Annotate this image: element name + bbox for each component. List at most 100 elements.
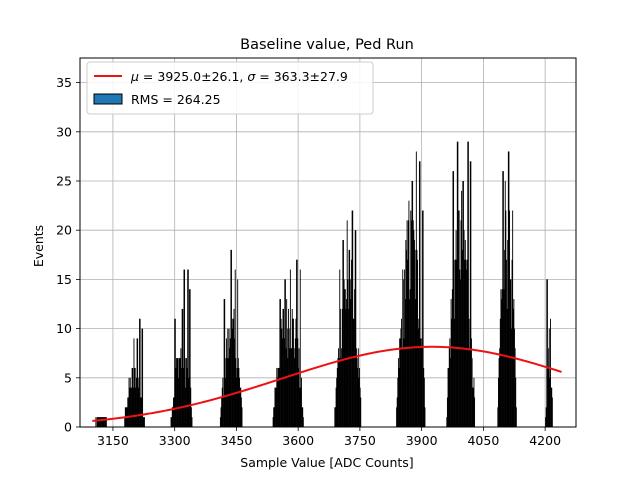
histogram-bar <box>349 279 351 427</box>
histogram-bar <box>297 338 299 427</box>
histogram-bar <box>132 387 134 427</box>
y-tick-label: 10 <box>56 321 72 336</box>
histogram-bar <box>411 181 413 427</box>
histogram-bar <box>178 358 180 427</box>
histogram-bar <box>140 397 142 427</box>
histogram-bar <box>229 348 231 427</box>
histogram-bar <box>515 377 517 427</box>
histogram-bar <box>508 151 510 428</box>
histogram-bar <box>346 220 348 427</box>
histogram-bar <box>286 299 288 427</box>
histogram-bar <box>399 338 401 427</box>
histogram-bar <box>275 387 277 427</box>
histogram-bar <box>334 407 336 427</box>
histogram-bar <box>190 407 192 427</box>
histogram-bar <box>422 210 423 427</box>
histogram-bar <box>504 181 506 427</box>
histogram-bar <box>174 318 176 427</box>
histogram-bar <box>336 377 338 427</box>
y-tick-label: 20 <box>56 223 72 238</box>
histogram-bar <box>550 387 552 427</box>
histogram-bar <box>501 299 502 427</box>
histogram-bar <box>182 308 184 427</box>
histogram-bar <box>281 338 283 427</box>
histogram-bar <box>135 377 137 427</box>
histogram-bar <box>238 367 240 427</box>
histogram-bar <box>273 407 275 427</box>
histogram-bar <box>272 417 274 427</box>
histogram-bar <box>340 358 342 427</box>
histogram-bar <box>241 407 243 427</box>
histogram-bar <box>104 417 105 427</box>
histogram-bar <box>471 338 472 427</box>
x-tick-label: 3150 <box>97 433 129 448</box>
histogram-bar <box>358 377 360 427</box>
histogram-bar <box>100 417 102 427</box>
histogram-bar <box>399 338 401 427</box>
histogram-bar <box>97 417 99 427</box>
histogram-bar <box>227 358 229 427</box>
x-tick-label: 4050 <box>467 433 499 448</box>
histogram-bar <box>466 259 468 427</box>
histogram-bar <box>409 299 410 427</box>
histogram-bar <box>344 289 346 427</box>
legend-mu-symbol: μ <box>130 69 139 84</box>
histogram-bar <box>548 328 550 427</box>
histogram-bar <box>338 358 340 427</box>
histogram-bar <box>232 318 234 427</box>
histogram-bar <box>291 308 293 427</box>
histogram-bar <box>296 259 298 427</box>
histogram-bar <box>510 328 512 427</box>
histogram-bar <box>498 358 500 427</box>
y-tick-label: 5 <box>64 370 72 385</box>
histogram-bar <box>354 230 356 427</box>
histogram-bar <box>288 308 289 427</box>
histogram-bar <box>223 299 225 427</box>
histogram-bar <box>339 269 341 427</box>
histogram-bar <box>294 358 296 427</box>
x-tick-label: 3900 <box>406 433 438 448</box>
histogram-bar <box>292 318 294 427</box>
histogram-bar <box>341 348 343 427</box>
histogram-bar <box>418 328 420 427</box>
histogram-bar <box>352 318 354 427</box>
y-tick-label: 0 <box>64 420 72 435</box>
histogram-bar <box>224 377 226 427</box>
legend-mu-value: = 3925.0±26.1, <box>139 69 247 84</box>
histogram-bar <box>422 210 424 427</box>
histogram-bar <box>137 338 139 427</box>
legend: μ = 3925.0±26.1, σ = 363.3±27.9 RMS = 26… <box>86 61 374 115</box>
histogram-bar <box>415 151 417 428</box>
histogram-bar <box>128 377 130 427</box>
histogram-bar <box>302 417 304 427</box>
histogram-bar <box>456 141 458 427</box>
x-tick-label: 3750 <box>344 433 376 448</box>
x-axis-ticks: 3150 3300 3450 3600 3750 3900 4050 4200 <box>97 427 561 448</box>
histogram-bar <box>515 407 517 427</box>
histogram-bar <box>446 397 448 427</box>
histogram-bar <box>502 171 504 427</box>
histogram-bar <box>405 240 407 427</box>
histogram-bar <box>234 338 236 427</box>
histogram-bar <box>284 279 286 427</box>
x-tick-label: 3300 <box>159 433 191 448</box>
histogram-bar <box>419 161 421 427</box>
histogram-bar <box>458 210 459 427</box>
histogram-bar <box>513 299 515 427</box>
histogram-bar <box>236 367 238 427</box>
histogram-bar <box>183 269 185 427</box>
histogram-bar <box>234 269 236 427</box>
histogram-bar <box>396 397 398 427</box>
histogram-bar <box>551 387 553 427</box>
histogram-bar <box>473 377 475 427</box>
histogram-bar <box>403 338 405 427</box>
histogram-bar <box>284 279 286 427</box>
histogram-bar <box>177 358 179 427</box>
histogram-bar <box>278 367 280 427</box>
histogram-bar <box>416 249 418 427</box>
histogram-bar <box>423 377 425 427</box>
histogram-bar <box>545 407 547 427</box>
histogram-bar <box>290 348 292 427</box>
histogram-bar <box>354 289 356 427</box>
